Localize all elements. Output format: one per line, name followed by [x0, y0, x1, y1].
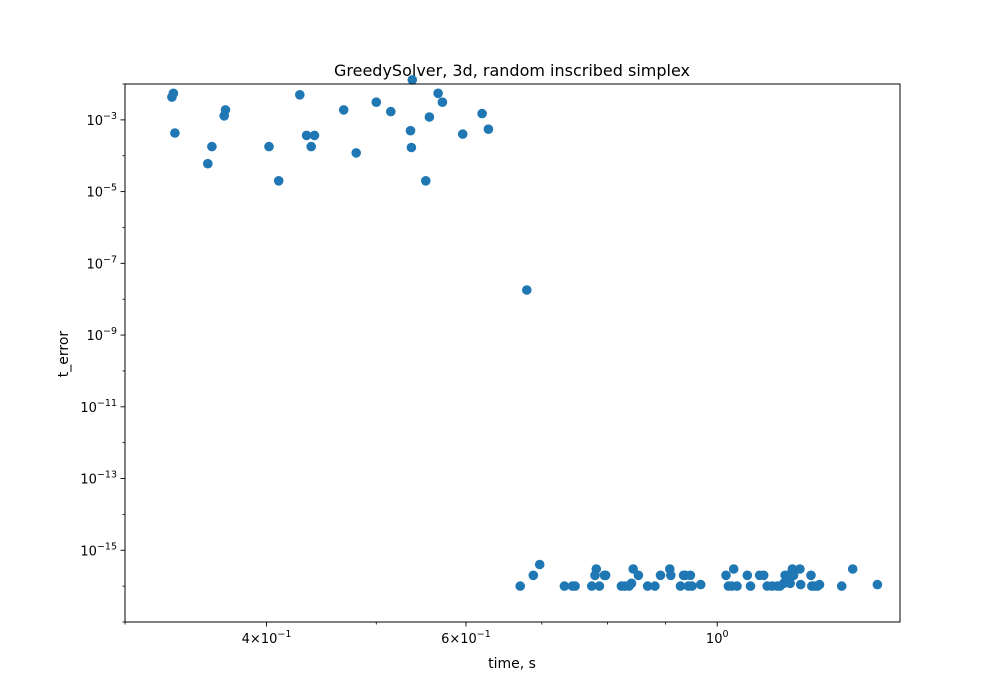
y-axis-label: t_error [56, 331, 72, 378]
plot-area [167, 75, 883, 591]
data-point [559, 581, 570, 591]
data-point [788, 570, 799, 581]
data-point [407, 75, 418, 85]
data-point [167, 92, 177, 102]
data-point [795, 579, 806, 590]
data-point [628, 564, 638, 574]
data-point [433, 88, 443, 99]
data-point [457, 129, 468, 139]
data-point [309, 130, 320, 141]
data-point [522, 285, 532, 295]
y-tick-label: 10−13 [80, 470, 117, 488]
axes: 4×10−1 6×10−1 100 10−3 10−5 10−7 10−9 10−11 10−1… [80, 83, 901, 647]
data-point [728, 564, 739, 574]
x-tick-label: 4×10−1 [242, 629, 292, 647]
chart-title: GreedySolver, 3d, random inscribed simpl… [334, 61, 690, 80]
data-point [591, 564, 602, 574]
data-point [687, 581, 697, 591]
data-point [528, 570, 539, 581]
y-tick-label: 10−5 [86, 183, 117, 201]
data-point [806, 570, 816, 581]
data-point [642, 581, 653, 591]
data-point [721, 570, 731, 581]
data-point [301, 130, 312, 141]
x-tick-label: 100 [706, 629, 729, 647]
data-point [220, 105, 231, 115]
data-point [695, 579, 706, 590]
data-point [515, 581, 525, 591]
data-point [273, 176, 284, 186]
data-point [666, 570, 676, 581]
data-point [338, 105, 349, 115]
data-point [264, 141, 274, 152]
data-point [600, 570, 611, 581]
x-axis-label: time, s [488, 656, 536, 672]
data-point [437, 97, 448, 107]
data-point [386, 106, 396, 117]
data-point [351, 148, 362, 158]
data-point [306, 141, 317, 152]
data-point [872, 579, 883, 590]
data-point [745, 581, 756, 591]
y-tick-label: 10−3 [86, 111, 117, 129]
data-point [477, 108, 487, 119]
data-point [170, 128, 180, 138]
data-point [795, 564, 805, 574]
data-point [626, 578, 637, 589]
data-point [732, 581, 742, 591]
data-point [405, 125, 416, 136]
y-tick-label: 10−7 [86, 254, 117, 272]
data-point [650, 581, 660, 591]
data-point [587, 581, 597, 591]
data-point [594, 581, 605, 591]
data-point [203, 158, 213, 169]
y-tick-label: 10−15 [80, 541, 117, 559]
data-point [785, 578, 795, 589]
data-point [847, 564, 858, 574]
axes-frame [124, 83, 901, 623]
data-point [742, 570, 753, 581]
data-point [371, 97, 382, 107]
data-point [207, 141, 217, 152]
data-point [655, 570, 666, 581]
data-point [814, 579, 825, 590]
data-point [534, 559, 545, 570]
data-point [758, 570, 769, 581]
y-tick-label: 10−11 [80, 398, 117, 416]
data-point [685, 570, 696, 581]
data-point [424, 112, 435, 122]
data-point [421, 176, 431, 186]
data-point [406, 142, 417, 153]
data-point [483, 124, 494, 134]
x-tick-label: 6×10−1 [441, 629, 491, 647]
y-tick-label: 10−9 [86, 326, 117, 344]
data-point [633, 570, 644, 581]
data-point [295, 90, 305, 100]
data-point [836, 581, 847, 591]
data-point [570, 581, 580, 591]
data-point [675, 581, 686, 591]
